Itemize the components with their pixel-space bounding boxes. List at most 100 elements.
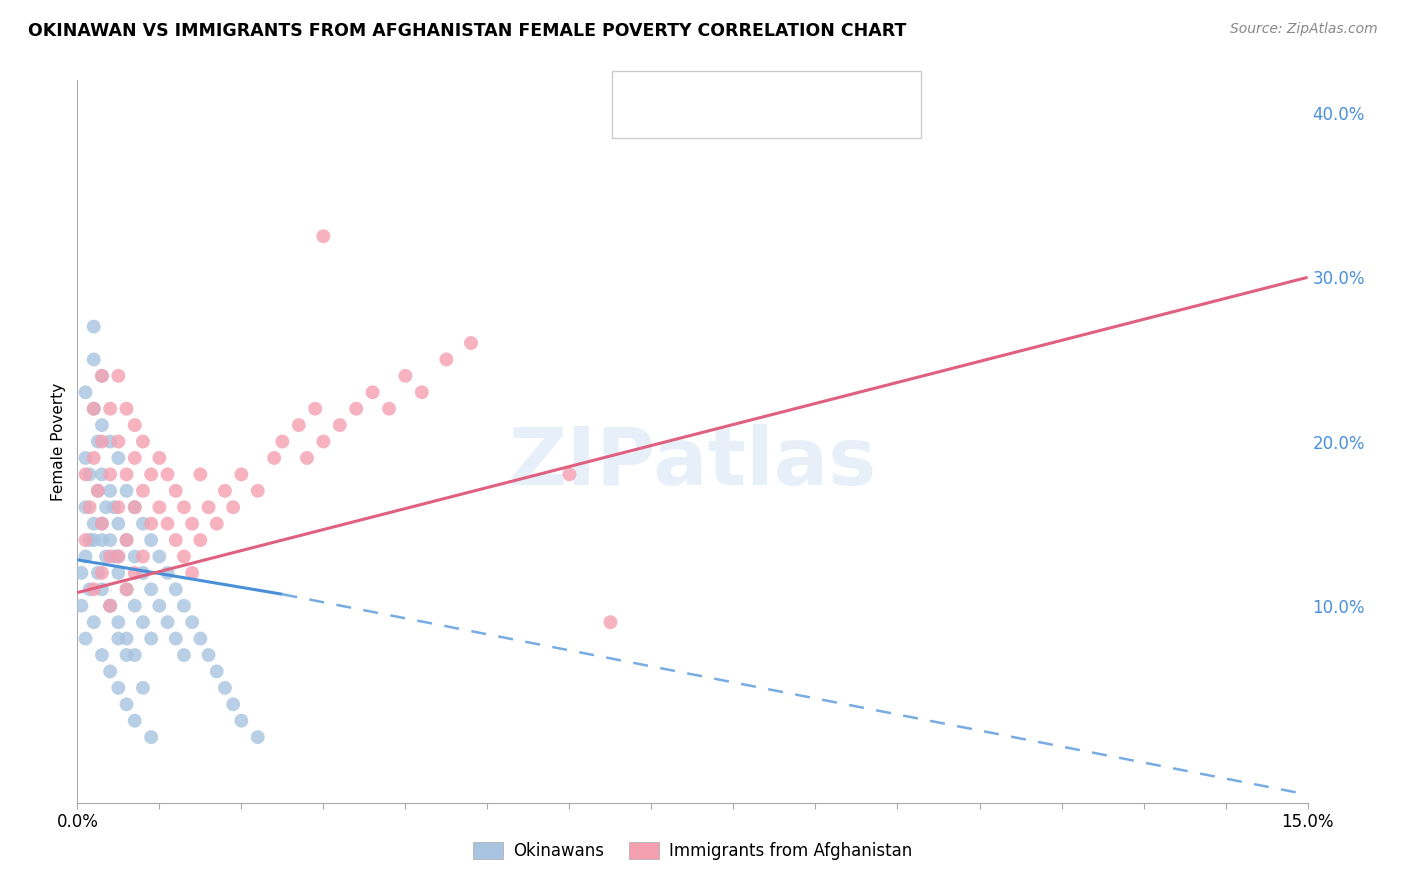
Point [98, 434, 121, 449]
Point [271, 434, 294, 449]
Point [141, 516, 163, 531]
Point [173, 549, 195, 564]
Point [115, 648, 138, 662]
Point [181, 615, 204, 630]
Point [378, 401, 401, 416]
Point [75, 549, 97, 564]
Point [173, 648, 195, 662]
Point [83, 352, 105, 367]
Point [329, 418, 352, 433]
Point [83, 319, 105, 334]
Point [83, 533, 105, 547]
Point [90, 516, 114, 531]
Point [222, 698, 245, 712]
Point [107, 632, 129, 646]
Point [263, 450, 285, 465]
Point [344, 401, 367, 416]
Point [124, 450, 146, 465]
Point [90, 434, 114, 449]
Point [94, 549, 117, 564]
Point [132, 483, 155, 498]
Point [103, 500, 125, 515]
Point [107, 549, 129, 564]
Point [75, 533, 97, 547]
Point [181, 566, 204, 580]
Point [107, 516, 129, 531]
Point [83, 401, 105, 416]
Point [83, 516, 105, 531]
Point [181, 516, 204, 531]
Point [246, 730, 269, 744]
Point [87, 566, 110, 580]
Point [98, 533, 121, 547]
Y-axis label: Female Poverty: Female Poverty [51, 383, 66, 500]
Point [148, 599, 170, 613]
Point [98, 401, 121, 416]
Point [411, 385, 433, 400]
Point [173, 599, 195, 613]
Point [361, 385, 384, 400]
Point [124, 714, 146, 728]
Point [231, 467, 253, 482]
Point [231, 714, 253, 728]
Point [90, 418, 114, 433]
Point [90, 516, 114, 531]
Point [141, 467, 163, 482]
Point [312, 434, 335, 449]
Point [83, 615, 105, 630]
Text: N =: N = [772, 91, 820, 109]
Point [79, 500, 101, 515]
Point [98, 665, 121, 679]
Point [75, 450, 97, 465]
Point [90, 582, 114, 597]
Point [98, 467, 121, 482]
Point [436, 352, 458, 367]
Point [94, 500, 117, 515]
Point [148, 500, 170, 515]
Point [132, 615, 155, 630]
Point [75, 632, 97, 646]
Point [115, 698, 138, 712]
Point [295, 450, 318, 465]
Point [75, 467, 97, 482]
Point [124, 500, 146, 515]
Point [79, 533, 101, 547]
Point [205, 665, 228, 679]
Point [107, 450, 129, 465]
Text: Source: ZipAtlas.com: Source: ZipAtlas.com [1230, 22, 1378, 37]
Point [460, 336, 482, 351]
Point [107, 368, 129, 383]
Text: 66: 66 [817, 110, 838, 128]
Text: N =: N = [772, 110, 820, 128]
Point [87, 483, 110, 498]
Point [107, 434, 129, 449]
Point [103, 549, 125, 564]
Point [98, 599, 121, 613]
Point [156, 615, 179, 630]
Point [124, 418, 146, 433]
Point [90, 566, 114, 580]
Point [132, 566, 155, 580]
Point [115, 467, 138, 482]
Point [115, 533, 138, 547]
Point [288, 418, 311, 433]
Point [599, 615, 621, 630]
Point [165, 483, 187, 498]
Text: 78: 78 [817, 91, 838, 109]
Point [115, 483, 138, 498]
Point [246, 483, 269, 498]
Point [107, 500, 129, 515]
Point [173, 500, 195, 515]
Point [124, 599, 146, 613]
Point [115, 533, 138, 547]
Point [304, 401, 326, 416]
Point [165, 632, 187, 646]
Point [75, 500, 97, 515]
Point [79, 582, 101, 597]
Point [156, 516, 179, 531]
Point [87, 483, 110, 498]
Point [558, 467, 581, 482]
Point [70, 566, 93, 580]
Point [141, 582, 163, 597]
Point [115, 582, 138, 597]
